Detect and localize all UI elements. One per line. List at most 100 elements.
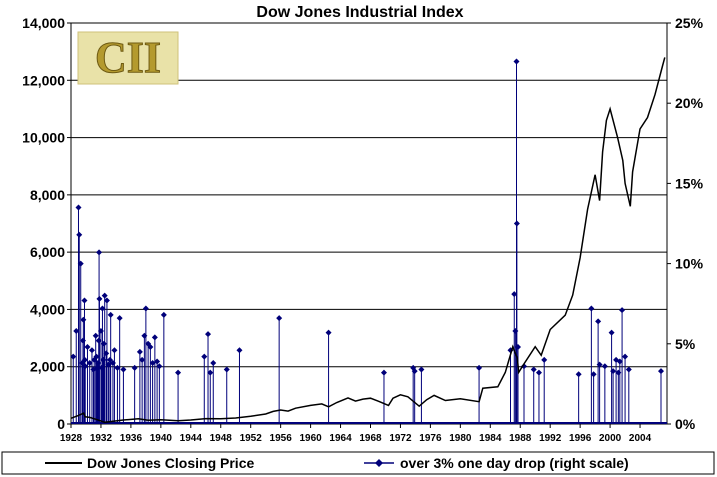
drop-marker: [541, 356, 548, 363]
drop-marker: [610, 368, 617, 375]
drop-marker: [411, 368, 418, 375]
left-tick-label: 10,000: [22, 130, 65, 146]
legend: Dow Jones Closing Price over 3% one day …: [1, 451, 715, 475]
x-tick-label: 2000: [599, 433, 622, 444]
left-tick-label: 0: [57, 416, 65, 432]
legend-drop-label: over 3% one day drop (right scale): [400, 455, 629, 471]
drop-marker: [86, 360, 93, 367]
drop-marker: [120, 366, 127, 373]
drop-marker: [575, 371, 582, 378]
x-tick-label: 1948: [210, 433, 233, 444]
drop-marker: [93, 353, 100, 360]
x-tick-label: 2004: [629, 433, 652, 444]
drop-marker: [625, 366, 632, 373]
drop-marker: [116, 315, 123, 322]
drop-marker: [81, 356, 88, 363]
drop-marker: [511, 291, 518, 298]
left-tick-label: 4,000: [30, 301, 65, 317]
drop-marker: [114, 364, 121, 371]
drop-marker: [76, 231, 83, 238]
drop-marker: [151, 334, 158, 341]
drop-marker: [111, 347, 118, 354]
drop-marker: [136, 348, 143, 355]
drop-marker: [147, 344, 154, 351]
x-tick-label: 1940: [150, 433, 173, 444]
drop-marker: [535, 369, 542, 376]
x-tick-label: 1980: [449, 433, 472, 444]
drop-marker: [107, 311, 114, 318]
drop-marker: [608, 329, 615, 336]
drop-marker: [100, 340, 107, 347]
drop-marker: [84, 344, 91, 351]
chart-title: Dow Jones Industrial Index: [256, 4, 463, 21]
drop-marker: [588, 305, 595, 312]
right-tick-label: 10%: [675, 256, 704, 272]
drop-marker: [380, 369, 387, 376]
drop-marker: [106, 356, 113, 363]
drop-marker: [325, 329, 332, 336]
drop-marker: [210, 360, 217, 367]
legend-drop-marker: [375, 459, 383, 467]
logo: CII: [77, 31, 179, 85]
drop-marker: [70, 353, 77, 360]
x-tick-label: 1960: [299, 433, 322, 444]
drop-marker: [81, 297, 88, 304]
drop-marker: [596, 361, 603, 368]
x-tick-label: 1976: [419, 433, 442, 444]
drop-marker: [622, 353, 629, 360]
x-axis-ticks: 1928 1932 1936 1940 1944 1948 1952 1956 1960 1964…: [60, 424, 652, 444]
drop-marker: [513, 58, 520, 65]
drop-series: [70, 58, 667, 424]
x-tick-label: 1964: [329, 433, 352, 444]
right-axis-ticks: 0% 5% 10% 15% 20% 25%: [667, 15, 704, 432]
drop-marker: [156, 363, 163, 370]
drop-marker: [601, 363, 608, 370]
drop-marker: [103, 297, 110, 304]
drop-marker: [154, 358, 161, 365]
drop-marker: [160, 311, 167, 318]
drop-marker: [595, 318, 602, 325]
left-tick-label: 12,000: [22, 72, 65, 88]
drop-marker: [101, 292, 108, 299]
x-tick-label: 1944: [180, 433, 203, 444]
x-tick-label: 1952: [240, 433, 263, 444]
drop-marker: [96, 249, 103, 256]
drop-marker: [418, 366, 425, 373]
drop-marker: [92, 332, 99, 339]
left-axis-ticks: 0 2,000 4,000 6,000 8,000 10,000 12,000 14,000: [22, 15, 71, 432]
logo-text: CII: [95, 33, 161, 82]
drop-marker: [590, 371, 597, 378]
drop-marker: [75, 204, 82, 211]
x-tick-label: 1932: [90, 433, 113, 444]
legend-price-label: Dow Jones Closing Price: [87, 455, 254, 471]
left-tick-label: 6,000: [30, 244, 65, 260]
drop-marker: [201, 353, 208, 360]
drop-marker: [513, 220, 520, 227]
drop-marker: [139, 356, 146, 363]
right-tick-label: 0%: [675, 416, 696, 432]
drop-marker: [73, 327, 80, 334]
drop-marker: [515, 344, 521, 351]
left-tick-label: 14,000: [22, 15, 65, 31]
drop-marker: [276, 315, 283, 322]
drop-marker: [207, 369, 214, 376]
price-series-line: [70, 57, 666, 424]
drop-marker: [142, 305, 149, 312]
x-tick-label: 1928: [60, 433, 83, 444]
drop-marker: [82, 363, 89, 370]
drop-marker: [616, 358, 623, 365]
drop-marker: [103, 350, 110, 357]
legend-box: [1, 451, 715, 475]
right-tick-label: 15%: [675, 175, 704, 191]
drop-marker: [658, 368, 665, 375]
left-tick-label: 8,000: [30, 187, 65, 203]
x-tick-label: 1984: [479, 433, 502, 444]
right-tick-label: 20%: [675, 95, 704, 111]
drop-marker: [619, 307, 626, 314]
drop-marker: [77, 260, 84, 267]
drop-marker: [530, 366, 537, 373]
x-tick-label: 1996: [569, 433, 592, 444]
drop-marker: [88, 347, 95, 354]
x-tick-label: 1992: [539, 433, 562, 444]
